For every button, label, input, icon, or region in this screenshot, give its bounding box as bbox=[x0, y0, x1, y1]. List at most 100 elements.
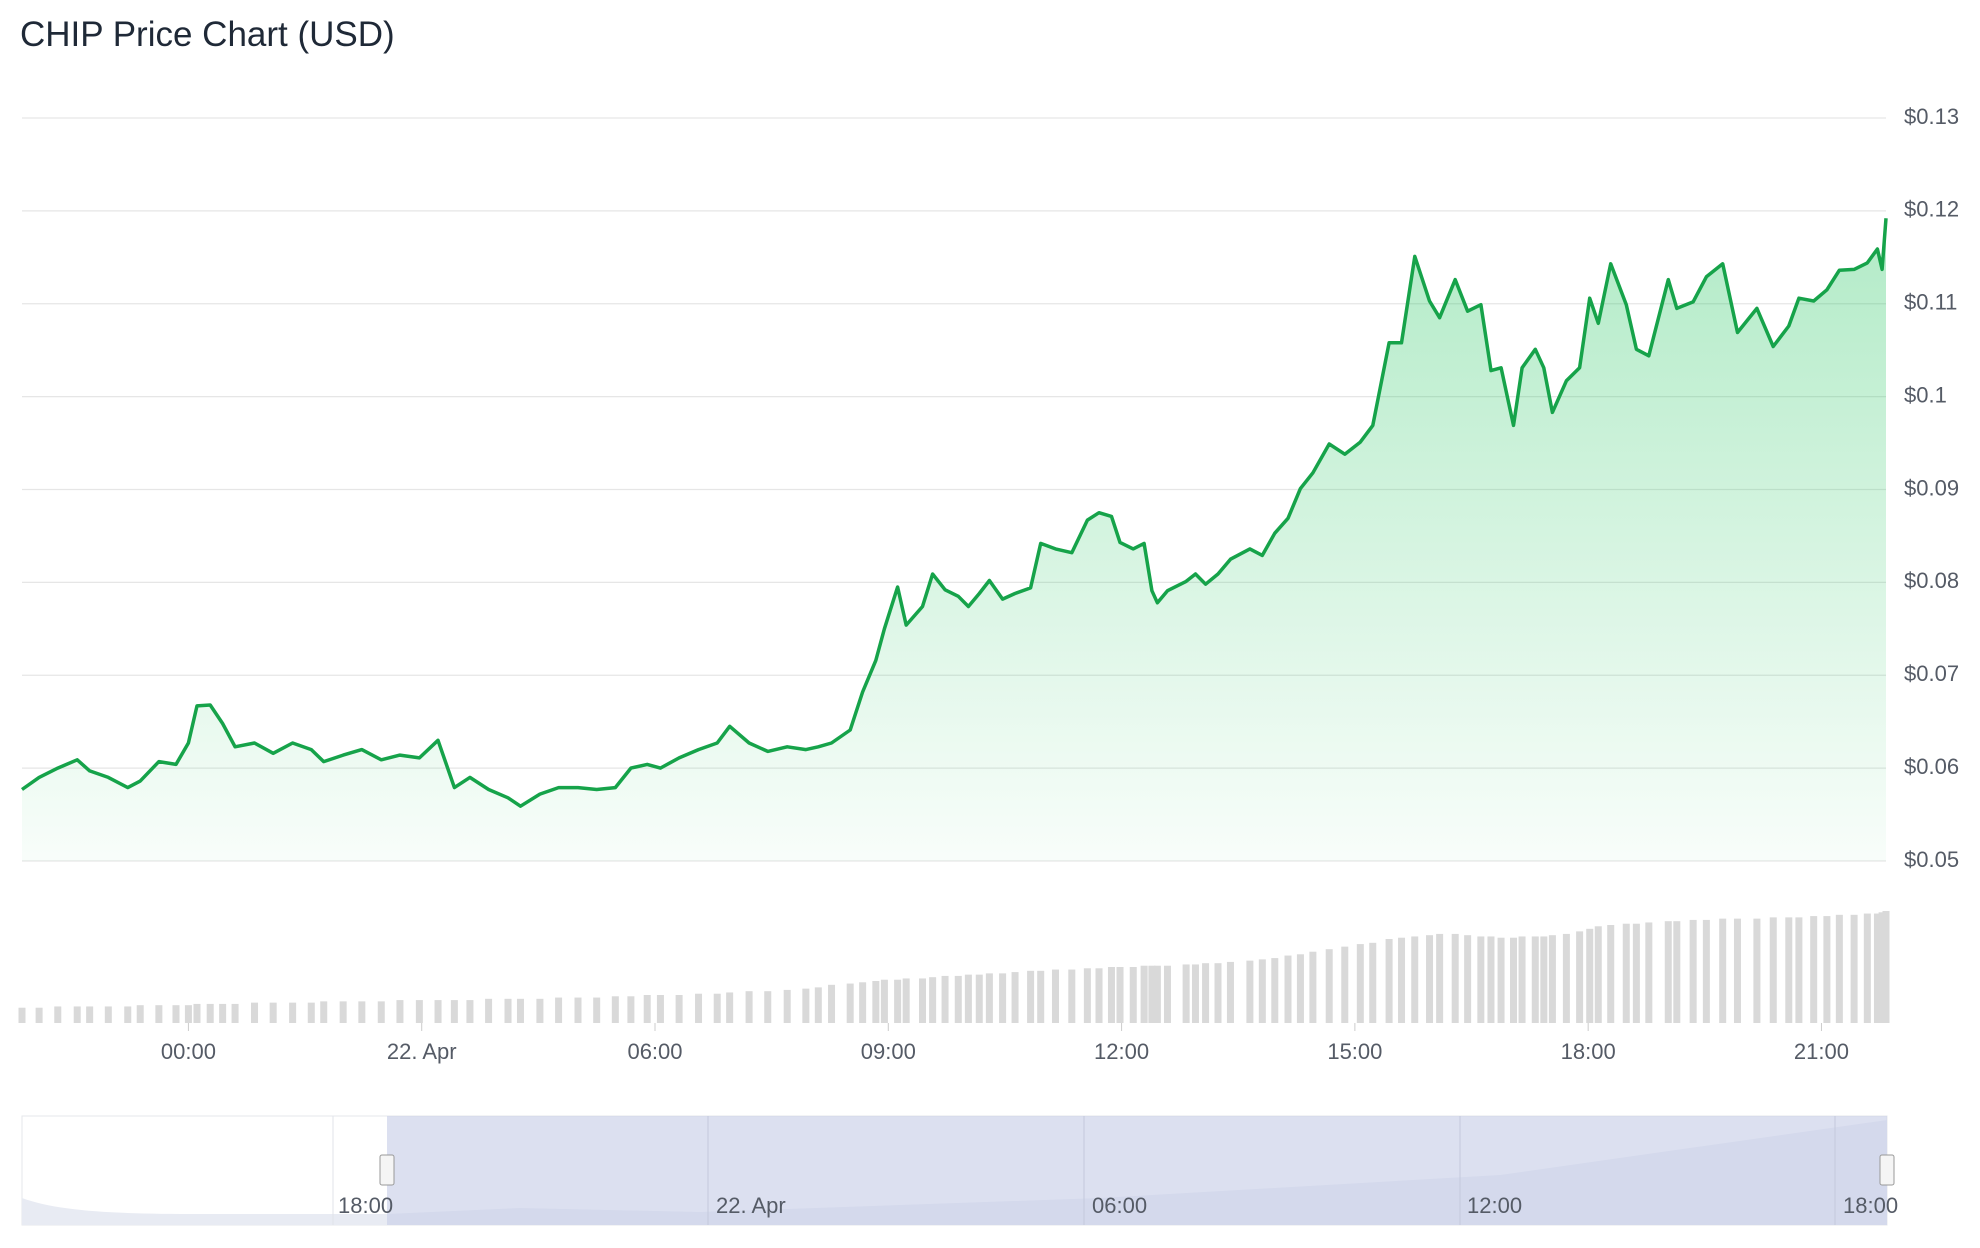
volume-bar bbox=[86, 1006, 94, 1023]
volume-bar bbox=[814, 987, 822, 1023]
volume-bar bbox=[1632, 923, 1640, 1023]
volume-bar bbox=[1497, 937, 1505, 1023]
navigator-handle[interactable] bbox=[379, 1154, 395, 1186]
volume-bar bbox=[1531, 936, 1539, 1023]
volume-bar bbox=[1487, 936, 1495, 1023]
volume-bar bbox=[434, 1000, 442, 1023]
volume-bar bbox=[251, 1002, 259, 1023]
volume-bar bbox=[1689, 919, 1697, 1023]
plot bbox=[18, 117, 1890, 1031]
volume-bar bbox=[954, 975, 962, 1023]
volume-bar bbox=[611, 996, 619, 1023]
volume-bar bbox=[1153, 965, 1161, 1023]
volume-bar bbox=[1673, 921, 1681, 1023]
volume-bar bbox=[1645, 922, 1653, 1023]
volume-bar bbox=[516, 998, 524, 1023]
volume-bar bbox=[1702, 919, 1710, 1023]
volume-bar bbox=[307, 1002, 315, 1023]
volume-bar bbox=[1510, 937, 1518, 1023]
volume-bar bbox=[1068, 969, 1076, 1023]
volume-bar bbox=[1385, 939, 1393, 1023]
volume-bar bbox=[627, 996, 635, 1023]
volume-bar bbox=[1451, 933, 1459, 1023]
volume-bar bbox=[593, 997, 601, 1023]
volume-bar bbox=[1148, 965, 1156, 1023]
volume-bar bbox=[574, 997, 582, 1023]
volume-bar bbox=[1607, 925, 1615, 1023]
volume-bar bbox=[1785, 917, 1793, 1023]
volume-bar bbox=[783, 989, 791, 1023]
y-tick-label: $0.08 bbox=[1904, 568, 1959, 593]
volume-bar bbox=[713, 993, 721, 1023]
volume-bar bbox=[54, 1006, 62, 1023]
volume-bar bbox=[1116, 967, 1124, 1023]
volume-bar bbox=[1083, 968, 1091, 1023]
volume-bar bbox=[104, 1006, 112, 1023]
navigator-label: 06:00 bbox=[1092, 1193, 1147, 1218]
volume-bar bbox=[985, 973, 993, 1023]
volume-bar bbox=[1369, 942, 1377, 1023]
volume-bar bbox=[1309, 951, 1317, 1023]
navigator-label: 22. Apr bbox=[716, 1193, 786, 1218]
navigator-handle[interactable] bbox=[1879, 1154, 1895, 1186]
volume-bar bbox=[675, 995, 683, 1023]
volume-bar bbox=[1129, 967, 1137, 1023]
volume-bar bbox=[396, 1000, 404, 1023]
volume-bar bbox=[1426, 935, 1434, 1023]
volume-bar bbox=[1037, 970, 1045, 1023]
volume-bar bbox=[1548, 935, 1556, 1023]
volume-bar bbox=[155, 1005, 163, 1023]
volume-bar bbox=[504, 998, 512, 1023]
x-tick-label: 15:00 bbox=[1327, 1039, 1382, 1064]
volume-bar bbox=[1202, 963, 1210, 1023]
volume-bar bbox=[184, 1005, 192, 1023]
volume-bar bbox=[802, 988, 810, 1023]
volume-bar bbox=[1341, 946, 1349, 1023]
volume-bar bbox=[231, 1003, 239, 1023]
volume-bar bbox=[902, 978, 910, 1023]
volume-bar bbox=[1011, 972, 1019, 1023]
volume-bar bbox=[136, 1005, 144, 1023]
volume-bar bbox=[859, 982, 867, 1023]
volume-bar bbox=[1258, 959, 1266, 1023]
volume-bar bbox=[536, 998, 544, 1023]
y-tick-label: $0.13 bbox=[1904, 104, 1959, 129]
y-tick-label: $0.1 bbox=[1904, 382, 1947, 407]
volume-bar bbox=[1296, 954, 1304, 1023]
volume-bar bbox=[695, 993, 703, 1023]
volume-bar bbox=[764, 991, 772, 1023]
volume-bar bbox=[1753, 918, 1761, 1023]
y-tick-label: $0.07 bbox=[1904, 661, 1959, 686]
volume-bar bbox=[35, 1007, 43, 1023]
volume-bar bbox=[1769, 917, 1777, 1023]
volume-bar bbox=[1163, 965, 1171, 1023]
y-tick-label: $0.05 bbox=[1904, 847, 1959, 872]
navigator-selection[interactable] bbox=[387, 1116, 1887, 1225]
volume-bar bbox=[219, 1003, 227, 1023]
navigator-label: 18:00 bbox=[338, 1193, 393, 1218]
x-tick-label: 06:00 bbox=[627, 1039, 682, 1064]
volume-bar bbox=[1873, 913, 1881, 1023]
volume-bar bbox=[1246, 960, 1254, 1023]
volume-bar bbox=[1191, 964, 1199, 1023]
volume-bar bbox=[1182, 964, 1190, 1023]
volume-bar bbox=[269, 1002, 277, 1023]
volume-bar bbox=[745, 991, 753, 1023]
volume-bar bbox=[450, 1000, 458, 1023]
volume-bar bbox=[656, 995, 664, 1023]
y-tick-label: $0.09 bbox=[1904, 475, 1959, 500]
volume-bar bbox=[1398, 937, 1406, 1023]
volume-bar bbox=[941, 975, 949, 1023]
y-tick-label: $0.11 bbox=[1904, 290, 1957, 315]
volume-bar bbox=[1540, 936, 1548, 1023]
volume-bar bbox=[1810, 916, 1818, 1023]
navigator-label: 18:00 bbox=[1843, 1193, 1898, 1218]
volume-bar bbox=[124, 1006, 132, 1023]
volume-bar bbox=[1882, 911, 1890, 1023]
volume-bar bbox=[1325, 949, 1333, 1023]
y-tick-label: $0.06 bbox=[1904, 754, 1959, 779]
chart-title: CHIP Price Chart (USD) bbox=[20, 15, 395, 54]
volume-bar bbox=[289, 1002, 297, 1023]
volume-bar bbox=[1284, 955, 1292, 1023]
